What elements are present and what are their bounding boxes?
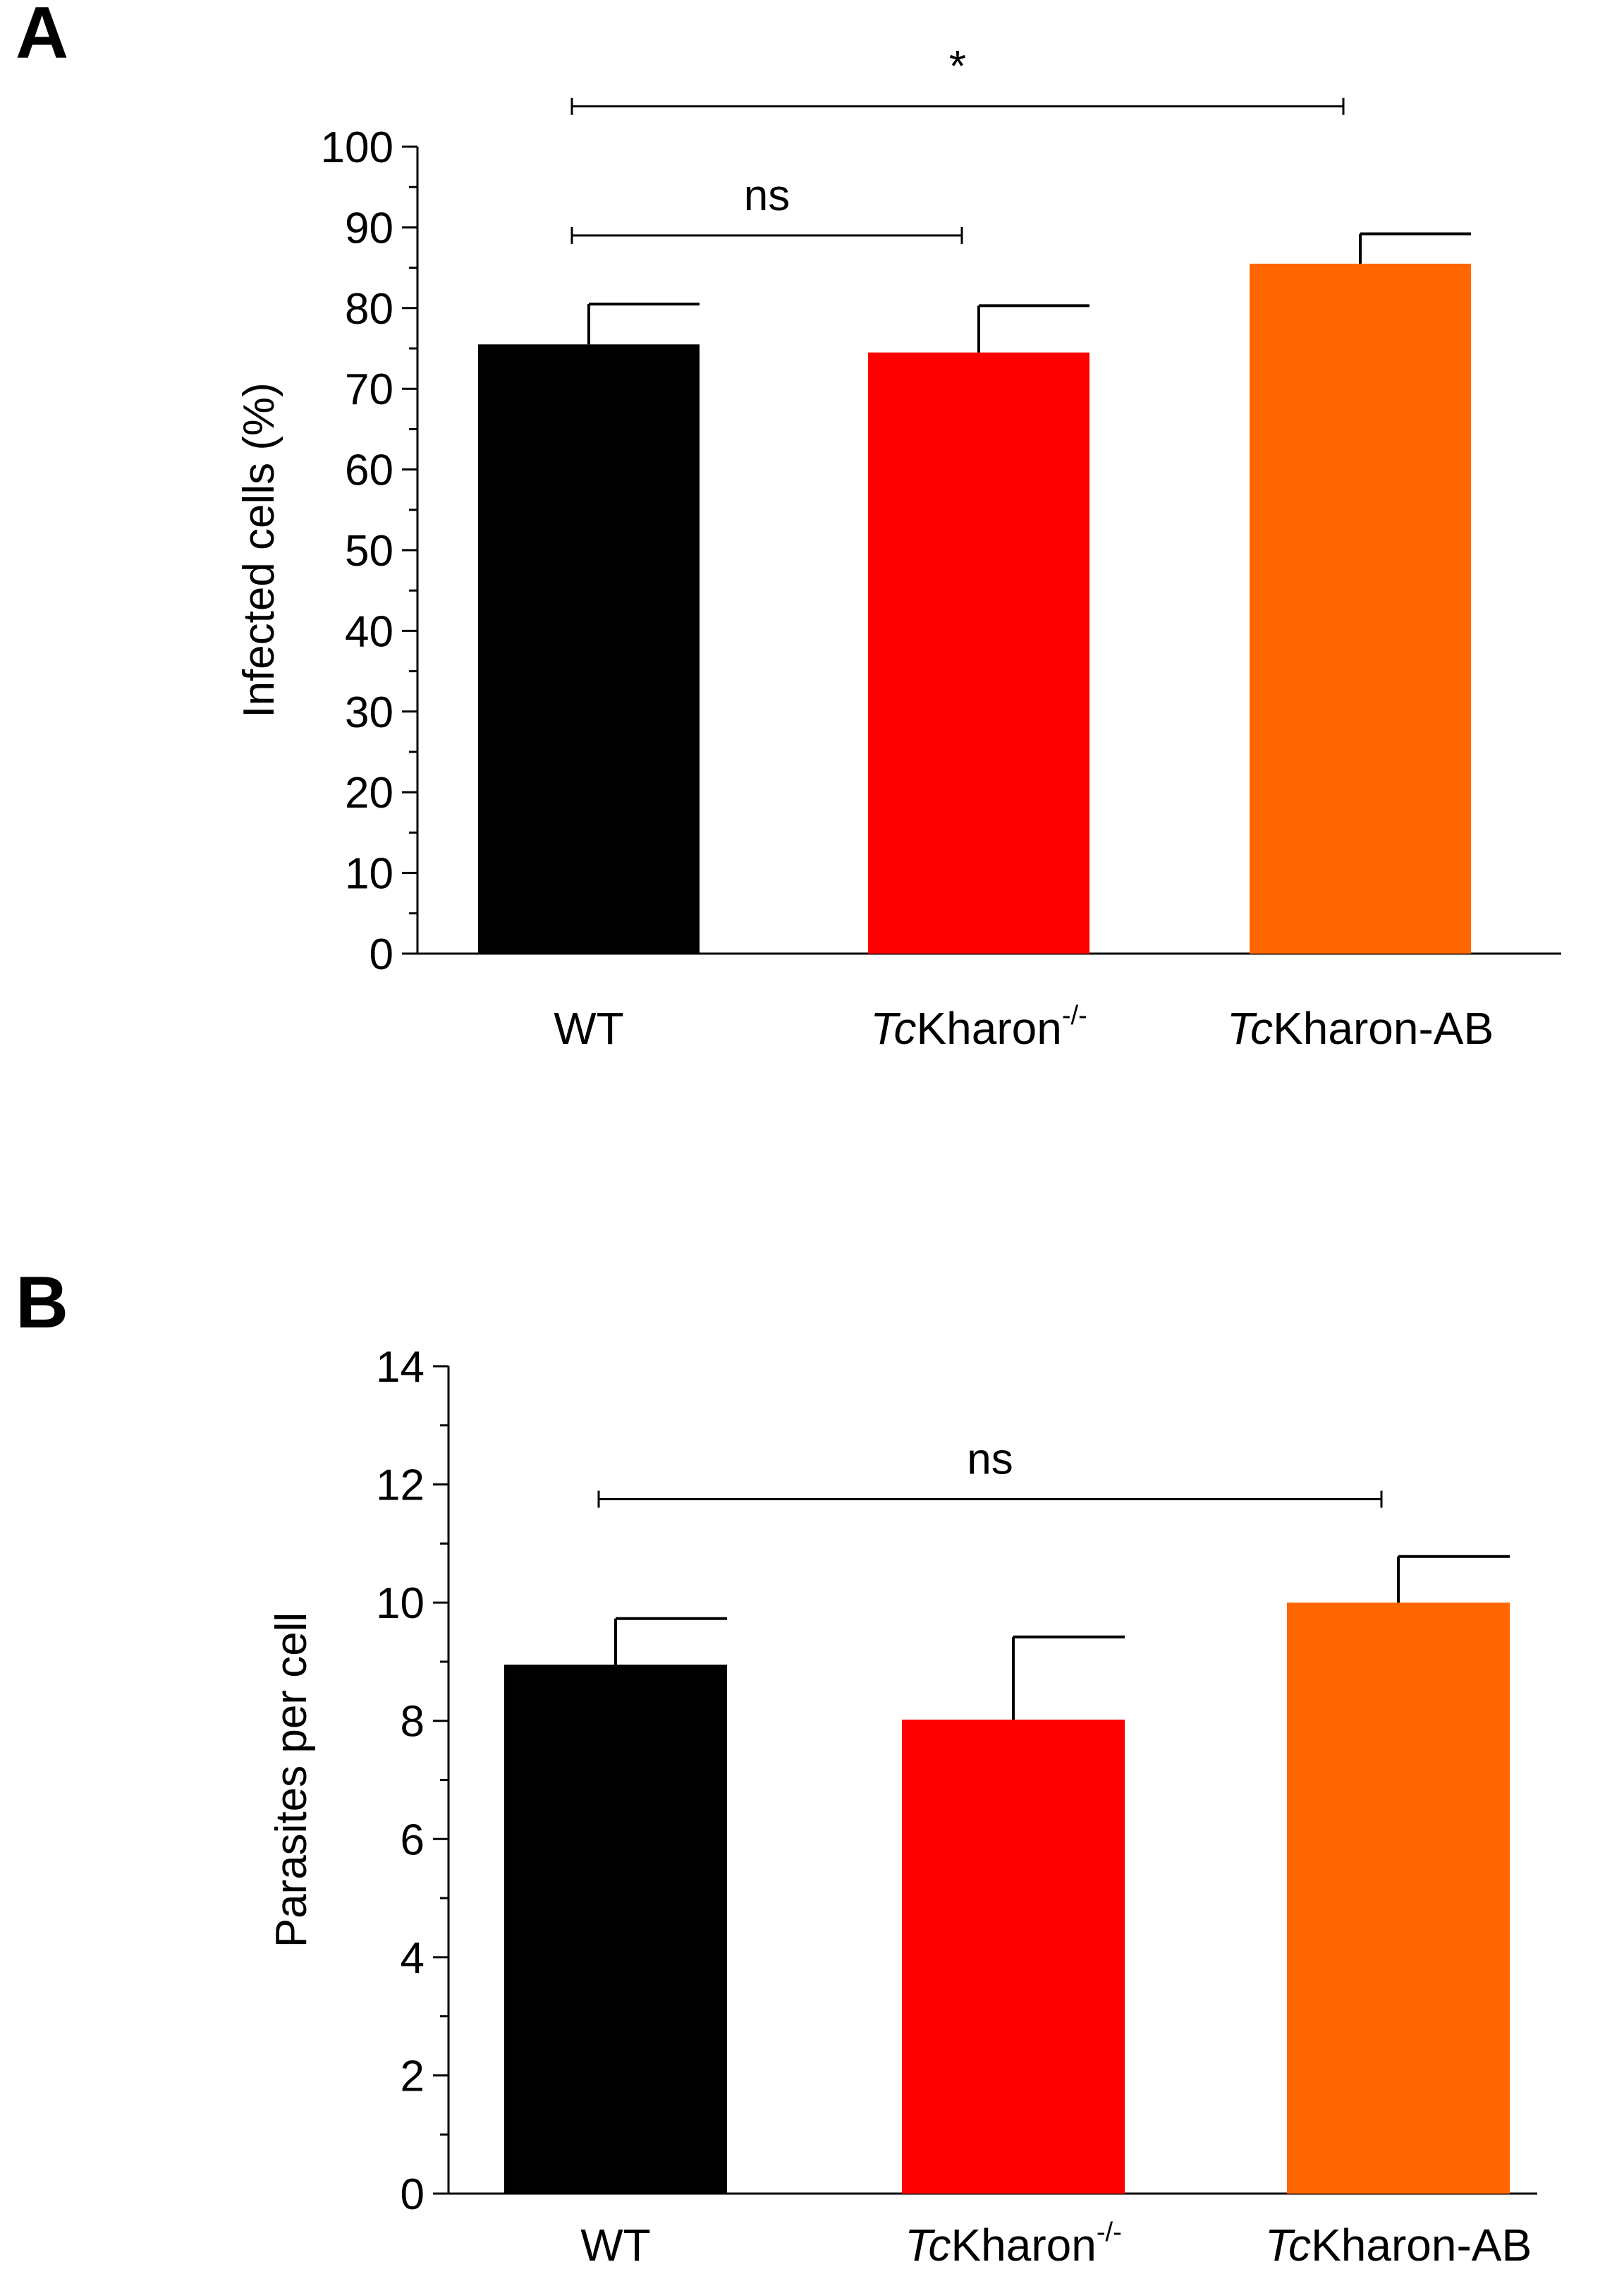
y-tick-label: 60 [345,446,393,495]
y-tick-label: 20 [345,769,393,817]
y-tick-label: 80 [345,285,393,334]
bar-wt [478,344,700,954]
panel-label-b: B [16,1262,68,1344]
y-tick-label: 50 [345,527,393,576]
bar-tckharon-ab [1287,1603,1510,2194]
y-tick-label: 2 [401,2052,425,2100]
category-label-text: WT [554,1003,624,1054]
y-axis-title: Parasites per cell [267,1612,316,1948]
bar-tckharon-ab [1250,263,1471,954]
category-label-text: Kharon-AB [1273,1003,1494,1054]
category-label-italic: Tc [905,2220,951,2270]
significance-label: ns [967,1435,1013,1484]
y-tick-label: 100 [321,123,393,172]
x-category-label: TcKharon-AB [1227,1003,1494,1054]
x-category-label: TcKharon-AB [1265,2220,1532,2270]
bar-tckharon- [868,352,1089,954]
y-tick-label: 6 [401,1816,425,1864]
category-label-italic: Tc [1265,2220,1311,2270]
panel-label-a: A [16,0,68,74]
y-tick-label: 4 [401,1934,425,1983]
y-tick-label: 0 [401,2170,425,2219]
x-category-label: TcKharon-/- [905,2218,1121,2270]
category-label-text: Kharon [951,2220,1096,2270]
y-tick-label: 10 [345,850,393,899]
significance-label: ns [744,171,790,220]
y-axis-title: Infected cells (%) [235,382,283,718]
y-tick-label: 14 [376,1343,425,1392]
y-tick-label: 40 [345,607,393,656]
category-label-superscript: -/- [1097,2218,1122,2247]
category-label-italic: Tc [870,1003,916,1054]
y-tick-label: 10 [376,1579,425,1628]
y-tick-label: 30 [345,688,393,737]
y-tick-label: 70 [345,365,393,414]
category-label-text: Kharon [916,1003,1061,1054]
x-category-label: WT [580,2220,651,2270]
significance-label: * [949,42,966,91]
category-label-superscript: -/- [1062,1001,1087,1030]
category-label-text: Kharon-AB [1311,2220,1532,2270]
panel-a-infected-cells-chart: A 0 10 20 30 40 50 60 70 80 90 100 Infected cells (%… [16,0,1561,1054]
bar-tckharon- [902,1720,1125,2194]
category-label-text: WT [580,2220,651,2270]
y-tick-label: 90 [345,204,393,253]
category-label-italic: Tc [1227,1003,1273,1054]
x-category-label: WT [554,1003,624,1054]
y-tick-label: 0 [370,930,393,979]
y-tick-label: 12 [376,1461,425,1510]
x-category-label: TcKharon-/- [870,1001,1087,1054]
bar-wt [504,1665,727,2194]
y-tick-label: 8 [401,1698,425,1746]
